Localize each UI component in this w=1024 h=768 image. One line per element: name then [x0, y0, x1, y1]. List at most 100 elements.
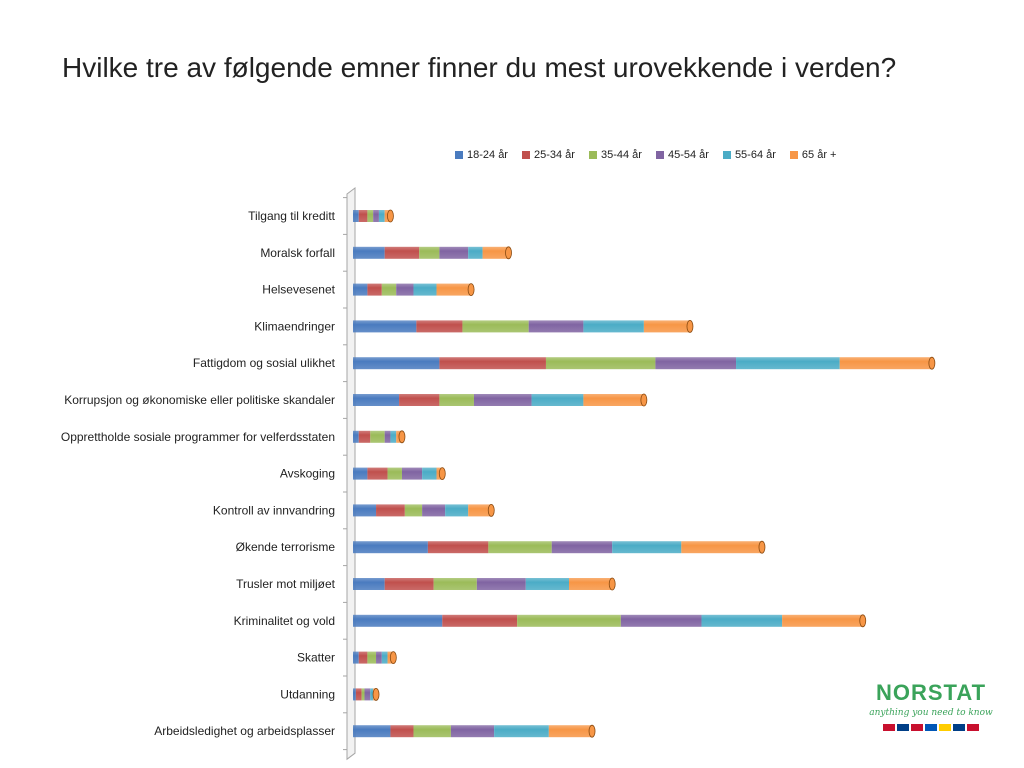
- category-label: Kontroll av innvandring: [213, 503, 335, 517]
- bar-segment: [528, 320, 584, 333]
- legend-swatch: [455, 151, 463, 159]
- legend-swatch: [722, 151, 731, 159]
- legend-swatch: [789, 151, 798, 159]
- bar-segment: [583, 320, 644, 333]
- bar-segment: [353, 504, 377, 517]
- bar-end-cap: [389, 651, 397, 664]
- legend-label: 18-24 år: [467, 149, 508, 161]
- bar-segment: [473, 394, 532, 406]
- bar-end-cap: [686, 319, 694, 333]
- legend-label: 65 år +: [801, 149, 837, 161]
- bar-segment: [353, 651, 359, 664]
- bar-segment: [462, 320, 529, 333]
- bar-segment: [545, 357, 656, 370]
- bar-segment: [353, 725, 391, 738]
- bar-segment: [494, 725, 549, 738]
- category-label: Utdanning: [280, 687, 335, 701]
- bar-segment: [396, 283, 414, 296]
- bar-segment: [436, 283, 472, 296]
- bar-segment: [551, 541, 613, 554]
- bar-segment: [422, 467, 437, 480]
- bar-end-cap: [487, 503, 495, 517]
- bar-segment: [364, 688, 371, 701]
- bar-segment: [378, 210, 385, 222]
- bar-segment: [353, 688, 356, 701]
- category-label: Klimaendringer: [254, 319, 335, 333]
- legend-item: 25-34 år: [521, 149, 575, 161]
- bar-segment: [387, 467, 402, 480]
- bar-end-cap: [387, 209, 394, 223]
- bar-segment: [353, 394, 400, 406]
- bar-end-cap: [467, 283, 475, 297]
- bar-segment: [427, 541, 489, 554]
- bar-segment: [476, 578, 526, 590]
- legend-item: 55-64 år: [722, 149, 776, 161]
- category-label: Skatter: [297, 651, 335, 665]
- bar-segment: [370, 430, 385, 443]
- bar-segment: [413, 725, 451, 738]
- bar-segment: [531, 394, 584, 406]
- bar-end-cap: [372, 688, 380, 701]
- bar-segment: [413, 283, 437, 296]
- legend-label: 55-64 år: [734, 149, 776, 161]
- category-label: Trusler mot miljøet: [236, 577, 336, 591]
- bar-segment: [655, 357, 737, 370]
- bar-segment: [361, 688, 365, 701]
- logo-tagline: anything you need to know: [869, 708, 993, 718]
- bar-segment: [384, 246, 420, 259]
- bar-segment: [401, 467, 423, 480]
- bar-end-cap: [640, 393, 648, 407]
- bar-segment: [839, 357, 932, 370]
- bar-end-cap: [505, 246, 512, 260]
- bar-end-cap: [859, 614, 867, 628]
- bar-segment: [353, 578, 385, 590]
- category-label: Fattigdom og sosial ulikhet: [193, 356, 336, 370]
- bar-segment: [390, 430, 397, 443]
- norstat-logo: NORSTAT anything you need to know: [856, 680, 1006, 744]
- bar-segment: [367, 651, 377, 664]
- legend-item: 65 år +: [789, 149, 837, 161]
- bar-end-cap: [438, 467, 446, 481]
- bar-segment: [367, 283, 382, 296]
- legend-swatch: [521, 151, 530, 159]
- bar-segment: [353, 320, 417, 333]
- bar-segment: [353, 541, 428, 554]
- bar-segment: [373, 210, 379, 222]
- bar-segment: [376, 651, 382, 664]
- bar-segment: [390, 725, 414, 738]
- bar-segment: [422, 504, 446, 517]
- bar-segment: [701, 614, 783, 627]
- bar-end-cap: [398, 430, 406, 444]
- bar-segment: [370, 688, 374, 701]
- bar-segment: [445, 504, 469, 517]
- bar-segment: [525, 578, 569, 590]
- bar-segment: [384, 578, 434, 590]
- bar-segment: [517, 614, 621, 627]
- bar-segment: [353, 246, 385, 259]
- bar-segment: [782, 614, 863, 627]
- legend-label: 45-54 år: [667, 149, 709, 161]
- category-label: Arbeidsledighet og arbeidsplasser: [154, 724, 335, 738]
- bar-segment: [488, 541, 552, 554]
- bar-segment: [358, 210, 368, 222]
- bar-segment: [583, 394, 644, 406]
- category-label: Helsevesenet: [262, 283, 335, 297]
- flags-icon: [856, 724, 1006, 731]
- bar-segment: [353, 614, 443, 627]
- bar-end-cap: [608, 577, 616, 591]
- bar-segment: [367, 467, 388, 480]
- bar-segment: [439, 246, 469, 259]
- bar-segment: [468, 504, 492, 517]
- bar-segment: [381, 651, 388, 664]
- bar-segment: [416, 320, 463, 333]
- bar-segment: [569, 578, 613, 590]
- bar-segment: [353, 283, 368, 296]
- bar-segment: [681, 541, 762, 554]
- category-label: Avskoging: [280, 467, 335, 481]
- bar-segment: [482, 246, 509, 259]
- legend-swatch: [655, 151, 664, 159]
- bar-segment: [643, 320, 690, 333]
- bar-segment: [355, 688, 362, 701]
- bar-segment: [399, 394, 440, 406]
